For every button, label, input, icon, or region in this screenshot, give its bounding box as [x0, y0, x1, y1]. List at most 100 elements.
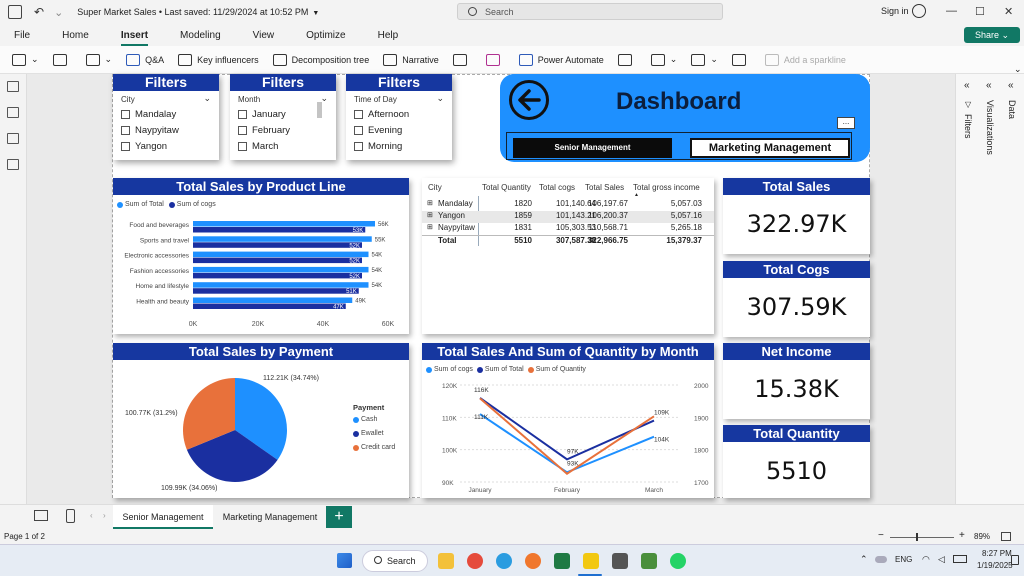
checkbox[interactable] — [238, 142, 247, 151]
redo-icon[interactable]: ⌄ — [54, 6, 64, 19]
chevron-down-icon[interactable]: ⌄ — [1014, 64, 1022, 74]
slicer-item[interactable]: Morning — [354, 141, 452, 152]
add-page-button[interactable]: + — [326, 506, 352, 528]
column-header[interactable]: Total Quantity — [482, 183, 531, 192]
chevron-down-icon[interactable]: ⌄ — [320, 93, 328, 103]
table-view-icon[interactable] — [7, 107, 19, 118]
terminal-icon[interactable] — [612, 553, 628, 569]
checkbox[interactable] — [121, 110, 130, 119]
next-page-icon[interactable]: › — [103, 511, 106, 520]
checkbox[interactable] — [354, 142, 363, 151]
search-input[interactable]: Search — [457, 3, 723, 20]
chrome-icon[interactable] — [467, 553, 483, 569]
senior-management-button[interactable]: Senior Management — [513, 138, 672, 158]
key-influencers-button[interactable]: Key influencers — [178, 53, 259, 66]
slicer-item[interactable]: Naypyitaw — [121, 125, 219, 136]
slicer-item[interactable]: Evening — [354, 125, 452, 136]
checkbox[interactable] — [354, 110, 363, 119]
edge-icon[interactable] — [496, 553, 512, 569]
power-apps-button[interactable] — [485, 53, 505, 66]
slicer-scrollbar[interactable] — [317, 102, 322, 118]
checkbox[interactable] — [121, 142, 130, 151]
slicer-item[interactable]: January — [238, 109, 336, 120]
qa-button[interactable]: Q&A — [126, 53, 164, 66]
paginated-report-button[interactable] — [452, 53, 472, 66]
slicer-item[interactable]: Mandalay — [121, 109, 219, 120]
visualizations-pane-tab[interactable]: Visualizations — [985, 100, 995, 155]
expand-icon[interactable]: ⊞ — [427, 200, 433, 207]
total-quantity-card[interactable]: Total Quantity 5510 — [723, 425, 870, 498]
file-explorer-icon[interactable] — [438, 553, 454, 569]
sign-in-link[interactable]: Sign in — [881, 6, 909, 16]
decomposition-tree-button[interactable]: Decomposition tree — [272, 53, 369, 66]
collapse-data-icon[interactable]: « — [1008, 80, 1014, 91]
image-button[interactable] — [731, 53, 751, 66]
language-indicator[interactable]: ENG — [895, 555, 913, 564]
new-visual-button[interactable]: ⌄ — [12, 53, 39, 66]
slicer-item[interactable]: March — [238, 141, 336, 152]
share-button[interactable]: Share ⌄ — [964, 27, 1020, 43]
back-arrow-icon[interactable] — [509, 80, 549, 120]
menu-home[interactable]: Home — [62, 29, 89, 41]
collapse-visualizations-icon[interactable]: « — [986, 80, 992, 91]
battery-icon[interactable] — [953, 555, 967, 563]
table-row[interactable]: ⊞ Naypyitaw 1831 105,303.53 110,568.71 5… — [422, 223, 714, 235]
legend-item[interactable]: Ewallet — [353, 430, 395, 437]
tab-senior-management[interactable]: Senior Management — [113, 505, 213, 529]
snipping-tool-icon[interactable] — [641, 553, 657, 569]
document-title[interactable]: Super Market Sales • Last saved: 11/29/2… — [77, 7, 320, 17]
menu-optimize[interactable]: Optimize — [306, 29, 346, 41]
power-automate-button[interactable]: Power Automate — [518, 53, 604, 66]
sort-icon[interactable]: ▲ — [634, 192, 639, 198]
chevron-down-icon[interactable]: ⌄ — [203, 93, 211, 103]
total-sales-card[interactable]: Total Sales 322.97K — [723, 178, 870, 254]
add-sparkline-button[interactable]: Add a sparkline — [764, 53, 846, 66]
desktop-layout-icon[interactable] — [34, 510, 48, 521]
zoom-in-icon[interactable]: + — [959, 530, 965, 541]
close-icon[interactable]: ✕ — [1004, 6, 1014, 18]
checkbox[interactable] — [354, 126, 363, 135]
checkbox[interactable] — [238, 126, 247, 135]
weather-icon[interactable] — [875, 556, 887, 563]
minimize-icon[interactable]: — — [946, 5, 957, 17]
slicer-item[interactable]: Yangon — [121, 141, 219, 152]
zoom-slider[interactable] — [890, 537, 954, 538]
text-box-button[interactable] — [617, 53, 637, 66]
excel-icon[interactable] — [554, 553, 570, 569]
city-matrix-table[interactable]: City Total Quantity Total cogs Total Sal… — [422, 178, 714, 334]
collapse-filters-icon[interactable]: « — [964, 80, 970, 91]
power-bi-icon[interactable] — [583, 553, 599, 569]
firefox-icon[interactable] — [525, 553, 541, 569]
model-view-icon[interactable] — [7, 133, 19, 144]
more-visuals-button[interactable]: ⌄ — [85, 53, 112, 66]
avatar-icon[interactable] — [912, 4, 926, 18]
fit-page-icon[interactable] — [1001, 532, 1011, 541]
volume-icon[interactable]: ◁ — [938, 554, 945, 564]
zoom-out-icon[interactable]: − — [878, 530, 884, 541]
prev-page-icon[interactable]: ‹ — [90, 511, 93, 520]
expand-icon[interactable]: ⊞ — [427, 224, 433, 231]
taskbar-search[interactable]: Search — [362, 550, 428, 572]
maximize-icon[interactable]: ☐ — [975, 6, 985, 18]
net-income-card[interactable]: Net Income 15.38K — [723, 343, 870, 419]
tab-marketing-management[interactable]: Marketing Management — [222, 512, 318, 522]
column-header[interactable]: Total cogs — [539, 183, 576, 192]
zoom-thumb[interactable] — [916, 533, 918, 541]
menu-insert[interactable]: Insert — [120, 29, 149, 46]
menu-file[interactable]: File — [14, 29, 31, 41]
menu-modeling[interactable]: Modeling — [180, 29, 221, 41]
total-cogs-card[interactable]: Total Cogs 307.59K — [723, 261, 870, 337]
chevron-down-icon[interactable]: ⌄ — [436, 93, 444, 103]
column-header[interactable]: Total gross income — [633, 183, 700, 192]
clock-date[interactable]: 1/19/2025 — [977, 561, 1013, 570]
legend-item[interactable]: Cash — [353, 416, 395, 423]
product-line-chart[interactable]: Total Sales by Product Line Sum of Total… — [113, 178, 409, 334]
whatsapp-icon[interactable] — [670, 553, 686, 569]
filters-pane-tab[interactable]: Filters — [963, 114, 973, 139]
column-header[interactable]: Total Sales — [585, 183, 625, 192]
menu-help[interactable]: Help — [377, 29, 399, 41]
checkbox[interactable] — [238, 110, 247, 119]
buttons-button[interactable]: ⌄ — [650, 53, 677, 66]
more-options-icon[interactable]: ... — [837, 117, 855, 129]
table-row[interactable]: ⊞ Mandalay 1820 101,140.64 106,197.67 5,… — [422, 199, 714, 211]
